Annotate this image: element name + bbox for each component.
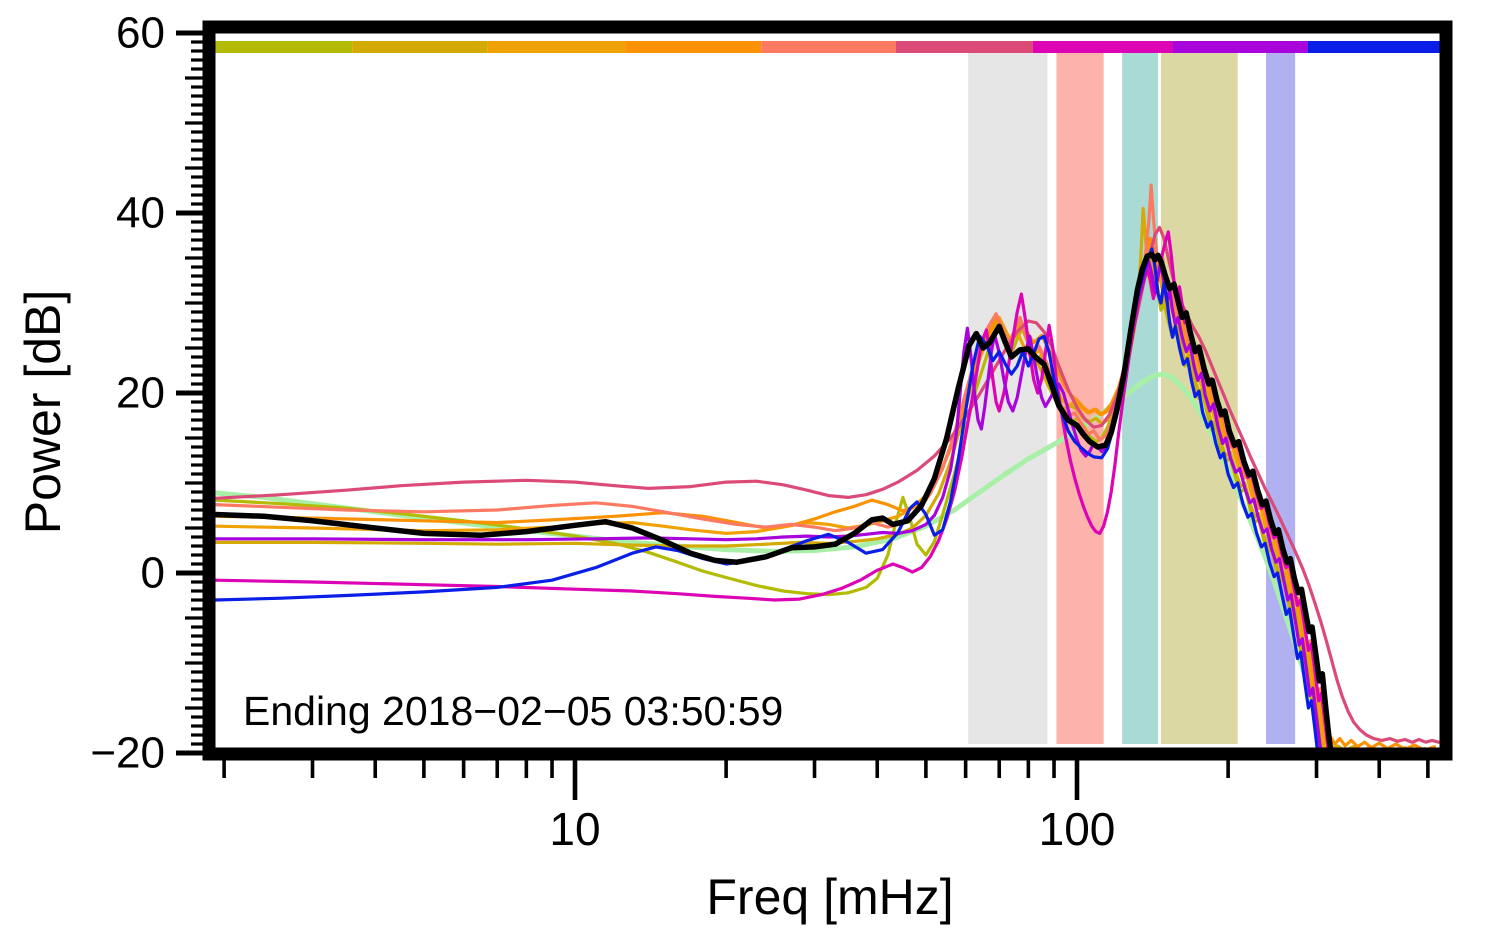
y-tick-labels: 60 40 20 0 −20 [90,9,165,778]
bar-segment-window-3 [487,41,626,53]
band-teal [1122,53,1159,744]
bar-segment-window-8 [1172,41,1308,53]
y-tick-label: −20 [90,729,165,778]
y-tick-label: 60 [116,9,165,58]
x-tick-label: 10 [549,803,600,855]
y-axis-title: Power [dB] [15,289,71,535]
bar-segment-window-7 [1032,41,1173,53]
x-axis-title: Freq [mHz] [706,869,954,925]
plot-frame [202,20,1453,761]
x-tick-label: 100 [1039,803,1116,855]
bar-segment-window-1 [215,41,353,53]
bar-segment-window-4 [625,41,762,53]
spectra-curves [215,183,1440,748]
curve-spectrum-rose [215,225,1440,744]
y-axis-ticks [176,30,204,756]
curve-mean-spectrum [215,251,1334,748]
y-tick-label: 0 [141,549,165,598]
bar-segment-window-9 [1307,41,1440,53]
ending-time-annotation: Ending 2018−02−05 03:50:59 [243,688,784,734]
x-tick-labels: 10 100 [549,803,1115,855]
top-color-bar [215,41,1440,53]
y-tick-label: 20 [116,369,165,418]
bar-segment-window-6 [896,41,1033,53]
bar-segment-window-2 [352,41,488,53]
frequency-bands [968,53,1296,744]
x-axis-ticks [222,750,1430,800]
y-tick-label: 40 [116,189,165,238]
bar-segment-window-5 [761,41,897,53]
band-lavender [1266,53,1296,744]
